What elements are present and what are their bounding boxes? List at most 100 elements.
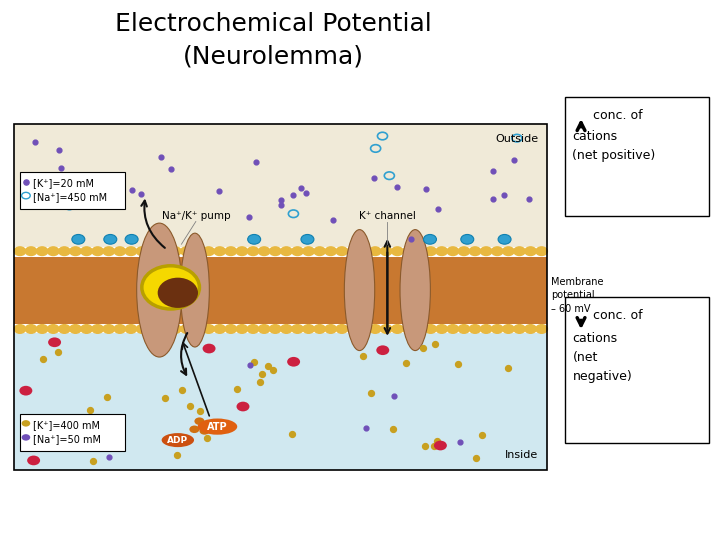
Circle shape [325, 325, 336, 333]
Circle shape [458, 325, 469, 333]
Circle shape [525, 325, 536, 333]
Text: (Neurolemma): (Neurolemma) [183, 45, 364, 69]
Circle shape [392, 325, 403, 333]
Point [102, 392, 113, 401]
Circle shape [425, 247, 436, 255]
Ellipse shape [400, 230, 431, 350]
Circle shape [125, 234, 138, 244]
Circle shape [281, 325, 292, 333]
Text: [K⁺]=400 mM: [K⁺]=400 mM [33, 420, 100, 430]
Point [155, 153, 166, 161]
Circle shape [436, 325, 448, 333]
Circle shape [19, 386, 32, 395]
Circle shape [423, 234, 436, 244]
Circle shape [336, 247, 348, 255]
Circle shape [148, 247, 159, 255]
Circle shape [314, 325, 325, 333]
Circle shape [199, 427, 210, 435]
Circle shape [369, 247, 381, 255]
Circle shape [434, 441, 447, 450]
Point [53, 145, 65, 154]
Circle shape [181, 325, 192, 333]
Circle shape [114, 247, 125, 255]
Point [387, 424, 399, 433]
Point [420, 185, 432, 193]
Point [245, 360, 256, 369]
Bar [565, 97, 709, 216]
Circle shape [103, 247, 114, 255]
Circle shape [480, 247, 492, 255]
Circle shape [181, 247, 192, 255]
Point [29, 138, 40, 146]
Circle shape [392, 247, 403, 255]
Circle shape [70, 247, 81, 255]
Point [231, 384, 243, 393]
Point [389, 392, 400, 400]
Text: negative): negative) [572, 370, 632, 383]
Circle shape [469, 325, 481, 333]
Circle shape [314, 247, 325, 255]
Circle shape [192, 325, 203, 333]
Circle shape [359, 247, 370, 255]
Point [469, 453, 481, 462]
Point [366, 388, 377, 397]
Circle shape [303, 325, 315, 333]
Bar [14, 124, 547, 247]
Circle shape [14, 247, 26, 255]
Point [85, 179, 96, 187]
Point [391, 182, 402, 191]
Circle shape [247, 325, 258, 333]
Text: K⁺ channel: K⁺ channel [359, 211, 415, 221]
Bar [20, 414, 125, 451]
Point [418, 344, 429, 353]
Circle shape [236, 402, 249, 411]
Circle shape [536, 247, 547, 255]
Point [135, 190, 147, 198]
Circle shape [503, 325, 514, 333]
Point [429, 340, 441, 349]
Circle shape [103, 325, 114, 333]
Circle shape [72, 234, 85, 244]
Point [368, 173, 379, 182]
Circle shape [414, 247, 426, 255]
Point [503, 363, 514, 372]
Circle shape [458, 247, 469, 255]
Circle shape [447, 325, 459, 333]
Circle shape [170, 325, 181, 333]
Text: Inside: Inside [505, 450, 539, 460]
Circle shape [148, 325, 159, 333]
Circle shape [258, 325, 270, 333]
Circle shape [513, 325, 525, 333]
Point [243, 213, 255, 221]
Point [268, 366, 279, 375]
Point [287, 430, 298, 438]
Circle shape [436, 247, 448, 255]
Circle shape [281, 247, 292, 255]
Bar [565, 297, 709, 443]
Point [165, 165, 176, 173]
Text: conc. of: conc. of [593, 309, 642, 322]
Circle shape [104, 234, 117, 244]
Point [357, 352, 369, 361]
Text: conc. of: conc. of [593, 109, 642, 122]
Circle shape [92, 247, 104, 255]
Circle shape [37, 325, 48, 333]
Circle shape [402, 325, 414, 333]
Point [263, 361, 274, 370]
Circle shape [414, 325, 426, 333]
Ellipse shape [137, 223, 182, 357]
Circle shape [214, 247, 225, 255]
Point [498, 191, 510, 199]
Point [256, 370, 267, 379]
Circle shape [125, 325, 137, 333]
Circle shape [513, 247, 525, 255]
Point [523, 195, 534, 204]
Text: Na⁺/K⁺ pump: Na⁺/K⁺ pump [161, 211, 230, 221]
Circle shape [236, 325, 248, 333]
Circle shape [58, 247, 70, 255]
Text: [Na⁺]=450 mM: [Na⁺]=450 mM [33, 192, 107, 202]
Text: [Na⁺]=50 mM: [Na⁺]=50 mM [33, 434, 101, 444]
Bar [14, 256, 547, 323]
Point [87, 456, 99, 465]
Point [405, 234, 416, 243]
